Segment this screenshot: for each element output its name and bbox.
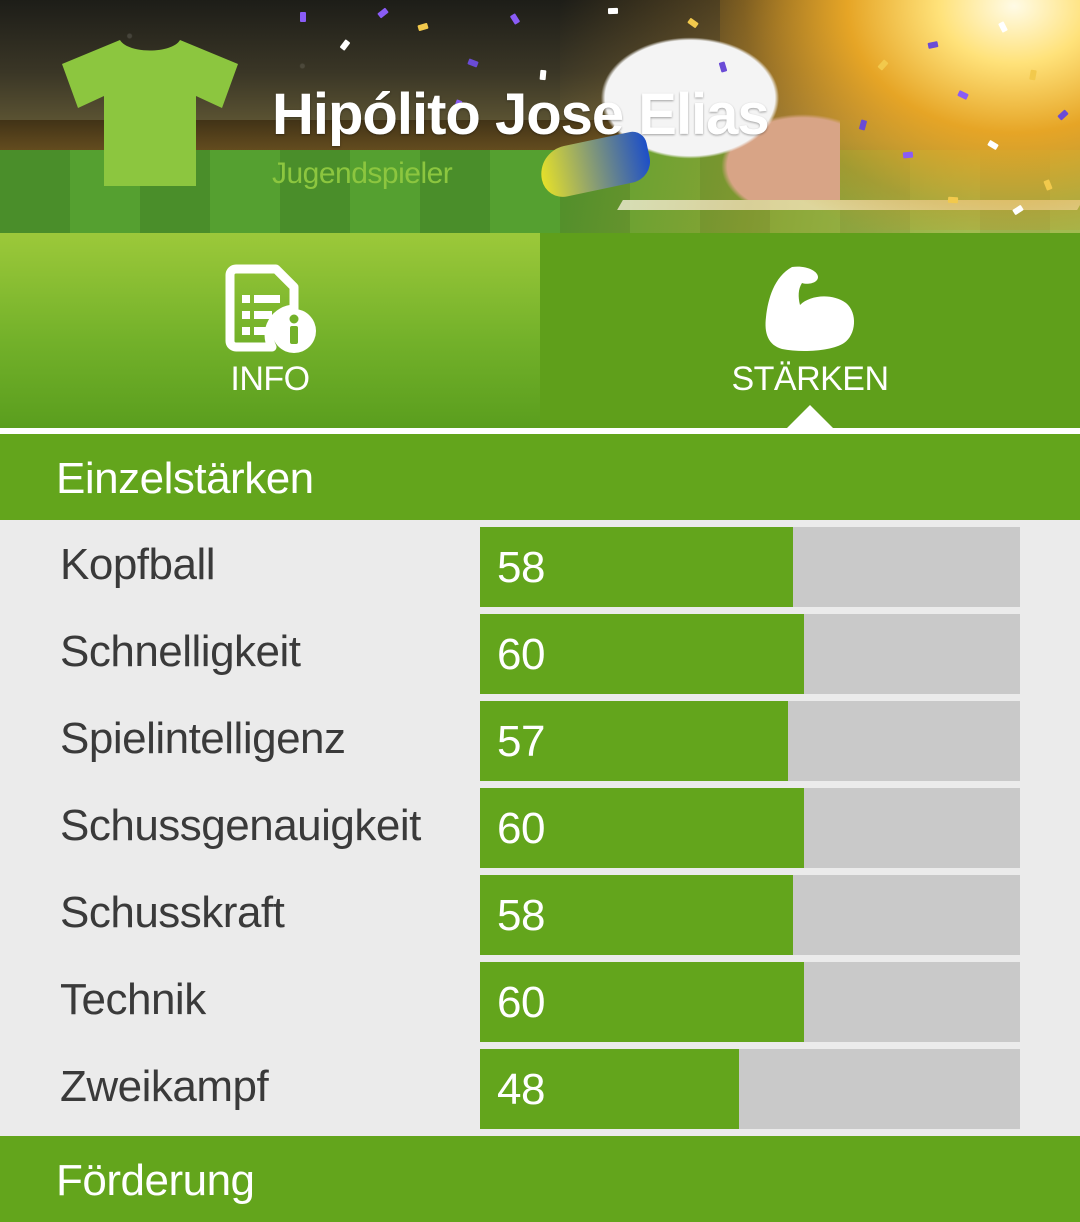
confetti-piece xyxy=(300,12,306,22)
stat-value: 58 xyxy=(497,543,545,592)
stat-value: 60 xyxy=(497,630,545,679)
stat-label: Spielintelligenz xyxy=(60,714,346,763)
flexed-arm-icon xyxy=(765,266,855,351)
stat-bar: 60 xyxy=(480,614,1020,694)
stat-bar-fill xyxy=(480,788,804,868)
stat-bar-fill xyxy=(480,1049,739,1129)
confetti-piece xyxy=(607,7,619,15)
stat-label: Schnelligkeit xyxy=(60,627,301,676)
stat-bar-fill xyxy=(480,875,793,955)
stat-bar: 58 xyxy=(480,875,1020,955)
stat-row-schussgenauigkeit: Schussgenauigkeit 60 xyxy=(0,781,1080,868)
confetti-piece xyxy=(539,69,547,81)
stat-row-schnelligkeit: Schnelligkeit 60 xyxy=(0,607,1080,694)
stat-label: Technik xyxy=(60,975,206,1024)
stat-bar: 58 xyxy=(480,527,1020,607)
section-title-foerderung: Förderung xyxy=(56,1156,255,1205)
confetti-piece xyxy=(902,151,914,159)
document-info-icon xyxy=(225,264,316,353)
stat-label: Zweikampf xyxy=(60,1062,269,1111)
header-banner: Hipólito Jose Elias Jugendspieler xyxy=(0,0,1080,233)
stat-bar-fill xyxy=(480,962,804,1042)
section-title-einzelstaerken: Einzelstärken xyxy=(56,454,314,503)
tab-info[interactable]: INFO xyxy=(0,233,540,428)
stat-value: 60 xyxy=(497,978,545,1027)
stat-value: 58 xyxy=(497,891,545,940)
stat-row-zweikampf: Zweikampf 48 xyxy=(0,1042,1080,1129)
section-header-foerderung[interactable]: Förderung xyxy=(0,1136,1080,1222)
stats-list: Kopfball 58 Schnelligkeit 60 Spielintell… xyxy=(0,520,1080,1136)
player-name: Hipólito Jose Elias xyxy=(272,82,770,147)
stat-bar-fill xyxy=(480,527,793,607)
stat-value: 57 xyxy=(497,717,545,766)
stat-bar: 57 xyxy=(480,701,1020,781)
stat-value: 60 xyxy=(497,804,545,853)
stat-bar-fill xyxy=(480,614,804,694)
stat-bar: 60 xyxy=(480,788,1020,868)
stat-bar-fill xyxy=(480,701,788,781)
confetti-piece xyxy=(947,196,959,204)
stat-row-schusskraft: Schusskraft 58 xyxy=(0,868,1080,955)
active-tab-indicator xyxy=(786,405,834,429)
stat-row-kopfball: Kopfball 58 xyxy=(0,520,1080,607)
stat-row-spielintelligenz: Spielintelligenz 57 xyxy=(0,694,1080,781)
stat-value: 48 xyxy=(497,1065,545,1114)
stat-label: Schussgenauigkeit xyxy=(60,801,421,850)
player-status: Jugendspieler xyxy=(272,157,453,190)
tab-staerken[interactable]: STÄRKEN xyxy=(540,233,1080,428)
section-header-einzelstaerken[interactable]: Einzelstärken xyxy=(0,434,1080,520)
stat-bar: 60 xyxy=(480,962,1020,1042)
shirt-icon xyxy=(62,40,238,186)
tab-bar: INFO STÄRKEN xyxy=(0,233,1080,428)
tabs-divider xyxy=(0,428,1080,434)
stat-label: Kopfball xyxy=(60,540,216,589)
stat-bar: 48 xyxy=(480,1049,1020,1129)
tab-staerken-label: STÄRKEN xyxy=(731,360,889,398)
tab-info-label: INFO xyxy=(230,360,310,398)
stat-label: Schusskraft xyxy=(60,888,285,937)
stat-row-technik: Technik 60 xyxy=(0,955,1080,1042)
